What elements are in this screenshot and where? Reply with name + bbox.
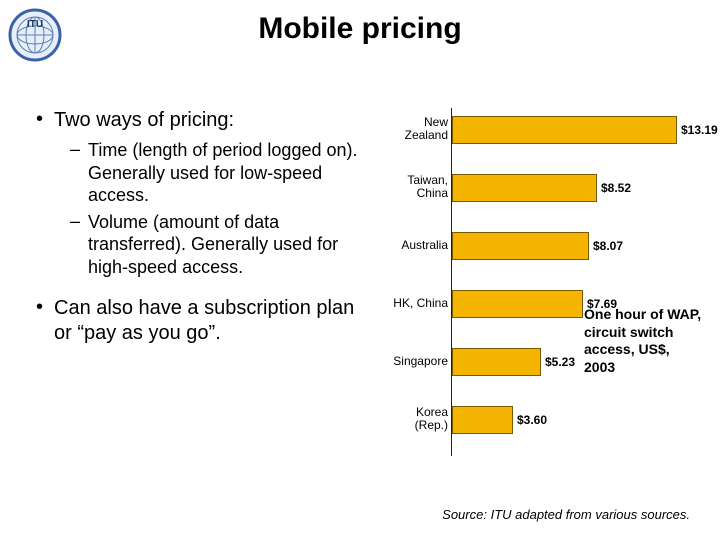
chart-row: NewZealand$13.19 — [376, 116, 706, 144]
bar — [452, 232, 589, 260]
source-label: Source: — [442, 507, 487, 522]
category-label: Australia — [376, 239, 448, 252]
bullet-marker: • — [36, 296, 54, 346]
bullet-2-text: Can also have a subscription plan or “pa… — [54, 296, 366, 346]
bar-chart: One hour of WAP, circuit switch access, … — [376, 108, 706, 478]
value-label: $13.19 — [681, 123, 718, 137]
bar — [452, 406, 513, 434]
dash-marker: – — [70, 139, 88, 207]
bullet-2: • Can also have a subscription plan or “… — [36, 296, 366, 346]
bullet-1-text: Two ways of pricing: — [54, 108, 234, 133]
chart-row: HK, China $7.69 — [376, 290, 706, 318]
bullet-marker: • — [36, 108, 54, 133]
bar — [452, 174, 597, 202]
chart-row: Singapore $5.23 — [376, 348, 706, 376]
bar — [452, 116, 677, 144]
y-axis-line — [451, 108, 452, 456]
sub-bullet-1: – Time (length of period logged on). Gen… — [70, 139, 366, 207]
value-label: $5.23 — [545, 355, 575, 369]
category-label: Korea(Rep.) — [376, 406, 448, 432]
sub-bullet-2: – Volume (amount of data transferred). G… — [70, 211, 366, 279]
category-label: Taiwan,China — [376, 174, 448, 200]
sub-bullet-1-text: Time (length of period logged on). Gener… — [88, 139, 366, 207]
category-label: NewZealand — [376, 116, 448, 142]
bullet-1: • Two ways of pricing: — [36, 108, 366, 133]
value-label: $8.52 — [601, 181, 631, 195]
bar — [452, 290, 583, 318]
source-text: ITU adapted from various sources. — [487, 507, 690, 522]
chart-row: Korea(Rep.) $3.60 — [376, 406, 706, 434]
bar — [452, 348, 541, 376]
chart-row: Taiwan,China $8.52 — [376, 174, 706, 202]
category-label: HK, China — [376, 297, 448, 310]
dash-marker: – — [70, 211, 88, 279]
sub-bullet-2-text: Volume (amount of data transferred). Gen… — [88, 211, 366, 279]
value-label: $8.07 — [593, 239, 623, 253]
bullet-list: • Two ways of pricing: – Time (length of… — [36, 108, 366, 352]
value-label: $3.60 — [517, 413, 547, 427]
source-note: Source: ITU adapted from various sources… — [442, 507, 690, 522]
slide-title: Mobile pricing — [0, 12, 720, 46]
value-label: $7.69 — [587, 297, 617, 311]
category-label: Singapore — [376, 355, 448, 368]
chart-row: Australia $8.07 — [376, 232, 706, 260]
